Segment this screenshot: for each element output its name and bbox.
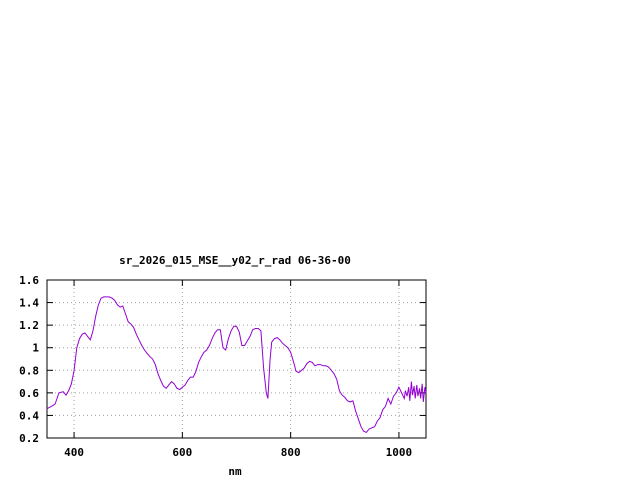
y-tick-label: 1.4	[19, 297, 39, 310]
y-tick-label: 1	[32, 342, 39, 355]
series-layer	[46, 296, 427, 434]
plot-frame	[46, 279, 427, 439]
y-tick-label: 0.6	[19, 387, 39, 400]
y-tick-label: 0.4	[19, 409, 39, 422]
x-tick-label: 400	[64, 446, 84, 459]
x-tick-label: 600	[172, 446, 192, 459]
x-tick-label: 800	[281, 446, 301, 459]
axis-ticks: 0.2 0.4 0.6 0.8 1 1.2 1.4 1.6 400 600 800 1000	[19, 274, 426, 459]
spectrum-series-line	[46, 296, 427, 434]
grid	[47, 280, 426, 438]
x-axis-label: nm	[228, 465, 242, 478]
y-tick-label: 1.6	[19, 274, 39, 287]
y-tick-label: 1.2	[19, 319, 39, 332]
x-tick-label: 1000	[386, 446, 413, 459]
plot-border	[46, 279, 427, 439]
y-tick-label: 0.2	[19, 432, 39, 445]
y-tick-label: 0.8	[19, 364, 39, 377]
chart-title: sr_2026_015_MSE__y02_r_rad 06-36-00	[119, 254, 351, 267]
